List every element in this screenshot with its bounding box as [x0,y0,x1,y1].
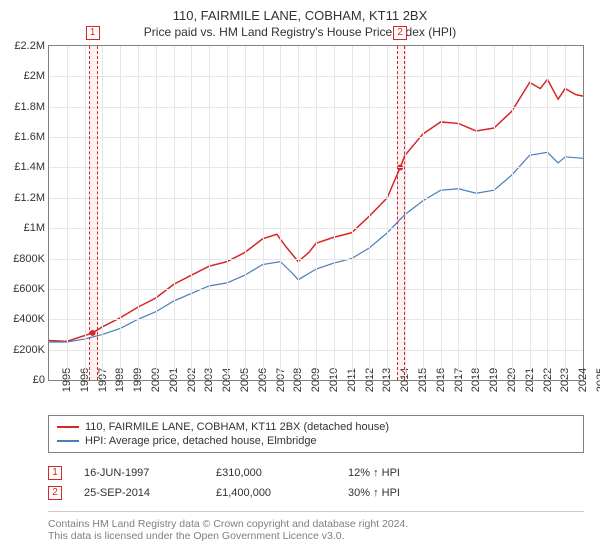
sale-marker-band [397,46,405,380]
sale-marker-band [89,46,97,380]
sale-marker-badge: 1 [86,26,100,40]
legend-label: HPI: Average price, detached house, Elmb… [85,435,317,447]
gridline-v [458,46,459,380]
y-tick-label: £1M [24,222,49,234]
sale-event-badge: 1 [48,466,62,480]
sale-event-price: £1,400,000 [216,487,326,499]
gridline-v [102,46,103,380]
gridline-v [174,46,175,380]
gridline-v [423,46,424,380]
y-tick-label: £1.2M [14,192,49,204]
x-tick-label: 2025 [583,368,600,392]
gridline-v [227,46,228,380]
sale-event-row: 1 16-JUN-1997 £310,000 12% ↑ HPI [48,463,584,483]
gridline-v [530,46,531,380]
gridline-v [352,46,353,380]
sale-event-row: 2 25-SEP-2014 £1,400,000 30% ↑ HPI [48,483,584,503]
gridline-v [298,46,299,380]
gridline-v [67,46,68,380]
sale-event-delta: 30% ↑ HPI [348,487,400,499]
y-tick-label: £1.4M [14,161,49,173]
sale-event-badge: 2 [48,486,62,500]
gridline-v [138,46,139,380]
gridline-v [547,46,548,380]
gridline-v [476,46,477,380]
y-tick-label: £0 [33,374,49,386]
gridline-v [387,46,388,380]
footer: Contains HM Land Registry data © Crown c… [48,511,584,542]
below-chart: 110, FAIRMILE LANE, COBHAM, KT11 2BX (de… [48,415,584,542]
y-tick-label: £1.6M [14,131,49,143]
gridline-v [369,46,370,380]
sale-event-date: 16-JUN-1997 [84,467,194,479]
gridline-v [512,46,513,380]
chart-area: £0£200K£400K£600K£800K£1M£1.2M£1.4M£1.6M… [48,45,584,405]
gridline-v [245,46,246,380]
chart-container: 110, FAIRMILE LANE, COBHAM, KT11 2BX Pri… [0,0,600,560]
y-tick-label: £800K [13,253,49,265]
gridline-v [120,46,121,380]
gridline-v [85,46,86,380]
footer-line-2: This data is licensed under the Open Gov… [48,530,584,542]
gridline-v [191,46,192,380]
y-tick-label: £600K [13,283,49,295]
legend-swatch [57,426,79,428]
sale-event-delta: 12% ↑ HPI [348,467,400,479]
legend-item: HPI: Average price, detached house, Elmb… [57,434,575,448]
footer-line-1: Contains HM Land Registry data © Crown c… [48,518,584,530]
legend-label: 110, FAIRMILE LANE, COBHAM, KT11 2BX (de… [85,421,389,433]
sale-events: 1 16-JUN-1997 £310,000 12% ↑ HPI 2 25-SEP-201… [48,463,584,503]
gridline-v [156,46,157,380]
y-tick-label: £2.2M [14,40,49,52]
y-tick-label: £400K [13,313,49,325]
gridline-v [209,46,210,380]
y-tick-label: £2M [24,70,49,82]
gridline-v [334,46,335,380]
gridline-v [280,46,281,380]
sale-event-date: 25-SEP-2014 [84,487,194,499]
y-tick-label: £200K [13,344,49,356]
legend-item: 110, FAIRMILE LANE, COBHAM, KT11 2BX (de… [57,420,575,434]
gridline-v [263,46,264,380]
plot-area: £0£200K£400K£600K£800K£1M£1.2M£1.4M£1.6M… [48,45,584,381]
gridline-v [565,46,566,380]
legend: 110, FAIRMILE LANE, COBHAM, KT11 2BX (de… [48,415,584,453]
gridline-v [441,46,442,380]
gridline-v [494,46,495,380]
chart-title: 110, FAIRMILE LANE, COBHAM, KT11 2BX [0,0,600,23]
sale-marker-badge: 2 [393,26,407,40]
gridline-v [316,46,317,380]
y-tick-label: £1.8M [14,101,49,113]
sale-event-price: £310,000 [216,467,326,479]
legend-swatch [57,440,79,442]
